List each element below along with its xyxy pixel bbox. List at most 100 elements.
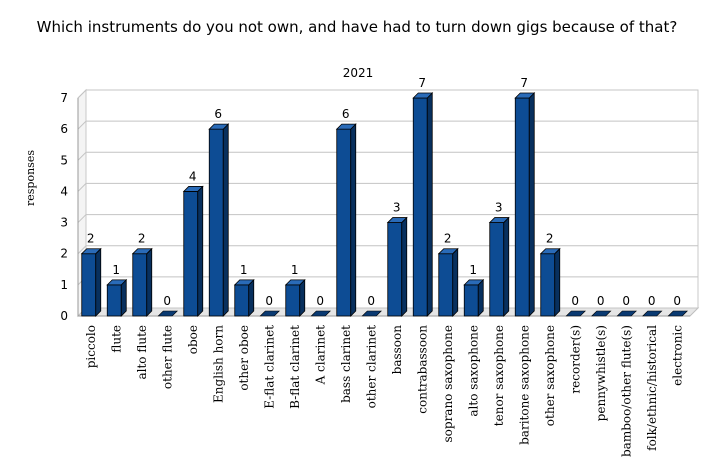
y-tick-label: 3: [60, 216, 68, 230]
bar: [591, 310, 612, 317]
bar: [335, 123, 357, 317]
bar-flat: [591, 310, 612, 317]
category-label: flute: [109, 325, 123, 353]
bar-front: [285, 284, 301, 317]
bar-top: [80, 248, 102, 255]
bar-side: [248, 278, 255, 317]
category-label: electronic: [670, 325, 684, 386]
data-label: 2: [138, 232, 146, 246]
bar-front: [438, 253, 454, 317]
bar-front: [132, 253, 148, 317]
bar-top: [463, 279, 485, 286]
category-label: A clarinet: [313, 325, 327, 386]
bar-flat: [642, 310, 663, 317]
data-label: 0: [367, 294, 375, 308]
y-tick-label: 5: [60, 153, 68, 167]
category-label: bass clarinet: [339, 325, 353, 403]
bar-front: [183, 191, 199, 317]
chart-subtitle: 2021: [343, 66, 374, 80]
bar-front: [463, 284, 479, 317]
bar-top: [233, 279, 255, 286]
axes: [77, 98, 690, 317]
bar: [539, 247, 561, 317]
bar-top: [106, 279, 128, 286]
bar-side: [350, 123, 357, 317]
bar: [412, 92, 434, 317]
bar: [208, 123, 230, 317]
bar: [463, 278, 485, 317]
data-label: 0: [265, 294, 273, 308]
bar-side: [477, 278, 484, 317]
bar-side: [299, 278, 306, 317]
bar: [284, 278, 306, 317]
bar-front: [106, 284, 122, 317]
gridline: [77, 182, 698, 192]
bar-top: [514, 92, 536, 99]
bar: [514, 92, 536, 317]
y-tick-label: 6: [60, 122, 68, 136]
y-tick-label: 7: [60, 91, 68, 105]
bar-top: [386, 217, 408, 223]
data-label: 3: [495, 201, 503, 215]
bar-side: [426, 92, 433, 317]
bar-side: [95, 247, 102, 317]
bar-front: [336, 128, 352, 317]
data-label: 2: [444, 232, 452, 246]
category-label: bamboo/other flute(s): [619, 325, 633, 457]
y-tick-labels: 0 1 2 3 4 5 6 7: [60, 91, 68, 323]
bar-top: [284, 279, 306, 286]
data-label: 1: [469, 263, 477, 277]
category-label: tenor saxophone: [492, 325, 506, 426]
bar-front: [412, 97, 428, 317]
data-label: 2: [546, 232, 554, 246]
category-label: alto saxophone: [466, 325, 480, 417]
category-label: folk/ethnic/historical: [645, 325, 659, 451]
bar-front: [540, 253, 556, 317]
category-label: pennywhistle(s): [594, 325, 608, 421]
data-label: 7: [520, 76, 528, 90]
bar-front: [489, 222, 505, 317]
bar-top: [335, 123, 357, 130]
bar: [259, 310, 280, 317]
bar-front: [208, 128, 224, 317]
bar: [488, 216, 510, 317]
data-label: 3: [393, 201, 401, 215]
data-label: 0: [163, 294, 171, 308]
bar: [131, 247, 153, 317]
data-label: 0: [622, 294, 630, 308]
bar: [642, 310, 663, 317]
bar: [80, 247, 102, 317]
data-label: 6: [214, 107, 222, 121]
bar-side: [120, 278, 127, 317]
bar: [386, 216, 408, 317]
data-label: 0: [648, 294, 656, 308]
bar-front: [514, 97, 530, 317]
bar-front: [234, 284, 250, 317]
bar: [361, 310, 382, 317]
bar: [616, 310, 637, 317]
category-label: baritone saxophone: [517, 325, 531, 445]
data-label: 0: [597, 294, 605, 308]
bar-top: [437, 248, 459, 255]
data-label: 0: [571, 294, 579, 308]
bar-top: [539, 248, 561, 255]
data-label: 2: [87, 232, 95, 246]
data-label: 0: [316, 294, 324, 308]
bar-flat: [361, 310, 382, 317]
category-label: English horn: [211, 325, 225, 403]
data-label: 1: [240, 263, 248, 277]
category-label: oboe: [186, 325, 200, 354]
bar-side: [503, 216, 510, 317]
gridline: [77, 89, 698, 99]
bar-side: [222, 123, 229, 317]
category-label: piccolo: [84, 325, 98, 368]
y-tick-label: 0: [60, 309, 68, 323]
category-labels: piccolo flute alto flute other flute oboe Eng…: [84, 325, 685, 457]
y-tick-label: 4: [60, 184, 68, 198]
bars: [80, 92, 688, 317]
category-label: B-flat clarinet: [288, 325, 302, 409]
bar-top: [131, 248, 153, 255]
y-tick-label: 1: [60, 278, 68, 292]
bar-top: [208, 123, 230, 130]
category-label: bassoon: [390, 325, 404, 375]
